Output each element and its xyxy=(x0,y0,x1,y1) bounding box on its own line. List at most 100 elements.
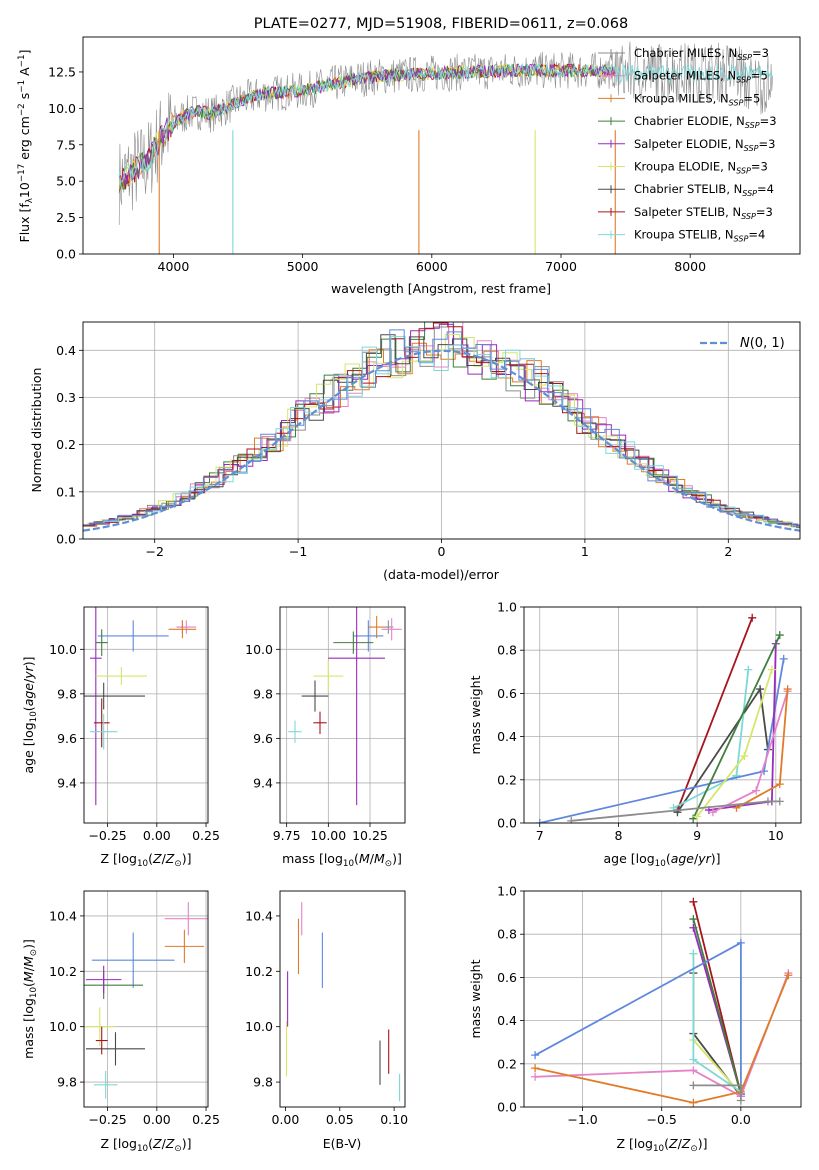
y-axis-label: Normed distribution xyxy=(29,368,44,493)
weight-marker xyxy=(689,1098,698,1107)
y-tick-label: 10.4 xyxy=(49,908,77,923)
x-axis-label: wavelength [Angstrom, rest frame] xyxy=(331,281,551,296)
x-axis-label: age [log10(age/yr)] xyxy=(603,851,720,869)
x-tick-label: 8 xyxy=(614,828,622,843)
plot-area xyxy=(118,41,774,254)
y-tick-label: 0.2 xyxy=(497,1056,517,1071)
y-tick-label: 0.6 xyxy=(497,686,517,701)
spectrum-model-line xyxy=(118,63,616,186)
legend-entry: N(0, 1) xyxy=(740,336,785,351)
spectrum-model-line xyxy=(118,62,774,185)
weight-marker xyxy=(775,797,784,806)
y-axis-label: Flux [fλ10−17 erg cm−2 s−1 A−1] xyxy=(17,50,35,243)
axes-frame xyxy=(83,890,209,1108)
x-tick-label: 5000 xyxy=(287,259,319,274)
x-tick-label: 4000 xyxy=(158,259,190,274)
y-tick-label: 9.4 xyxy=(57,775,77,790)
x-tick-label: 0.00 xyxy=(143,828,171,843)
y-tick-label: 5.0 xyxy=(56,174,76,189)
legend-entry: Chabrier STELIB, NSSP=4 xyxy=(634,182,774,198)
weight-marker xyxy=(783,685,792,694)
plot-area xyxy=(285,902,401,1102)
legend-entry: Chabrier ELODIE, NSSP=3 xyxy=(634,114,777,130)
x-tick-label: −2 xyxy=(145,544,163,559)
axes-frame xyxy=(82,36,801,255)
weight-marker xyxy=(689,949,698,958)
x-axis-label: E(B-V) xyxy=(323,1136,362,1151)
y-tick-label: 10.4 xyxy=(245,908,273,923)
x-axis-label: Z [log10(Z/Z⊙)] xyxy=(101,851,192,869)
histogram-step xyxy=(83,322,800,527)
plot-area xyxy=(84,902,208,1099)
legend-entry: Kroupa ELODIE, NSSP=3 xyxy=(634,160,768,176)
axes-z_weight: −1.0 −0.5 0.0 0.0 0.2 0.4 0.6 0.8 1.0 xyxy=(497,884,802,1127)
weight-marker xyxy=(535,819,544,823)
axes-residuals: −2 −1 0 1 2 0.0 0.1 0.2 0.3 0.4 xyxy=(56,321,801,559)
weight-series-line xyxy=(692,634,781,820)
y-tick-label: 0.8 xyxy=(497,643,517,658)
weight-marker xyxy=(693,812,702,821)
y-tick-label: 9.6 xyxy=(57,731,77,746)
histogram-step xyxy=(88,329,800,526)
y-tick-label: 9.8 xyxy=(253,686,273,701)
weight-marker xyxy=(775,780,784,789)
weight-marker xyxy=(531,1064,540,1073)
y-tick-label: 0.0 xyxy=(56,247,76,262)
weight-marker xyxy=(531,1072,540,1081)
axes-age_weight: 7 8 9 10 0.0 0.2 0.4 0.6 0.8 1.0 xyxy=(497,600,802,843)
y-tick-label: 0.4 xyxy=(497,729,517,744)
y-tick-label: 0.3 xyxy=(56,390,76,405)
weight-marker xyxy=(763,797,772,806)
x-tick-label: −0.25 xyxy=(88,1112,126,1127)
y-tick-label: 1.0 xyxy=(497,884,517,899)
x-tick-label: 2 xyxy=(724,544,732,559)
x-tick-label: 0.25 xyxy=(192,1112,220,1127)
y-tick-label: 0.8 xyxy=(497,927,517,942)
y-tick-label: 0.2 xyxy=(56,437,76,452)
weight-marker xyxy=(689,897,698,906)
y-tick-label: 0.0 xyxy=(56,532,76,547)
y-axis-label: age [log10(age/yr)] xyxy=(21,656,39,773)
y-tick-label: 1.0 xyxy=(497,600,517,615)
y-tick-label: 9.8 xyxy=(57,686,77,701)
weight-marker xyxy=(779,654,788,663)
weight-marker xyxy=(736,938,745,947)
plot-area xyxy=(535,613,792,823)
x-axis-label: Z [log10(Z/Z⊙)] xyxy=(101,1136,192,1154)
x-tick-label: 8000 xyxy=(674,259,706,274)
weight-marker xyxy=(689,1066,698,1075)
y-tick-label: 10.0 xyxy=(245,642,273,657)
axes-frame xyxy=(279,606,406,824)
histogram-step xyxy=(89,322,800,527)
y-tick-label: 0.0 xyxy=(497,1100,517,1115)
y-tick-label: 0.4 xyxy=(497,1013,517,1028)
y-tick-label: 12.5 xyxy=(48,64,76,79)
x-tick-label: 10.25 xyxy=(352,828,388,843)
weight-marker xyxy=(752,786,761,795)
legend-entry: Kroupa STELIB, NSSP=4 xyxy=(634,228,765,244)
x-tick-label: 0.25 xyxy=(192,828,220,843)
y-axis-label: mass weight xyxy=(468,675,483,754)
weight-marker xyxy=(736,1096,745,1105)
y-tick-label: 9.6 xyxy=(253,731,273,746)
x-tick-label: 7 xyxy=(536,828,544,843)
x-tick-label: 10.00 xyxy=(310,828,346,843)
weight-marker xyxy=(708,808,717,817)
y-tick-label: 7.5 xyxy=(56,137,76,152)
x-tick-label: 7000 xyxy=(545,259,577,274)
plot-area xyxy=(83,322,800,532)
axes-spectrum: 4000 5000 6000 7000 8000 0.0 2.5 5.0 7.5 10.0 12.5 xyxy=(48,36,801,274)
plot-area xyxy=(84,607,197,806)
y-tick-label: 0.6 xyxy=(497,970,517,985)
y-tick-label: 2.5 xyxy=(56,210,76,225)
y-tick-label: 9.8 xyxy=(57,1075,77,1090)
axes-mass_age: 9.75 10.00 10.25 9.4 9.6 9.8 10.0 xyxy=(245,606,406,843)
x-axis-label: Z [log10(Z/Z⊙)] xyxy=(617,1136,708,1154)
y-axis-label: mass [log10(M/M⊙)] xyxy=(21,939,39,1059)
x-tick-label: 1 xyxy=(581,544,589,559)
x-tick-label: −1.0 xyxy=(567,1112,597,1127)
weight-marker xyxy=(689,1081,698,1090)
weight-series-line xyxy=(534,974,790,1104)
axes-z_mass: −0.25 0.00 0.25 9.8 10.0 10.2 10.4 xyxy=(49,890,220,1127)
